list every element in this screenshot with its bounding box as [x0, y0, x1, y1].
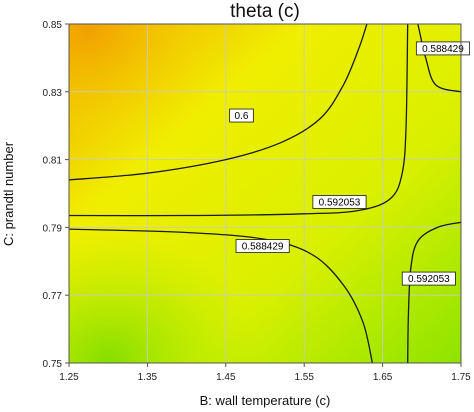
y-tick-label: 0.81 — [43, 156, 63, 167]
contour-line-4 — [407, 221, 461, 363]
contour-line-2 — [69, 228, 374, 363]
contour-line-1 — [69, 24, 409, 217]
x-tick-label: 1.65 — [373, 372, 393, 383]
contour-label-box — [312, 195, 367, 209]
x-tick-label: 1.35 — [138, 372, 158, 383]
contour-label-text: 0.6 — [235, 111, 249, 122]
y-tick-label: 0.83 — [43, 88, 63, 99]
x-tick-label: 1.25 — [59, 372, 79, 383]
contour-label-box — [401, 271, 456, 286]
y-tick-label: 0.85 — [43, 20, 63, 31]
contour-label-0: 0.6 — [229, 108, 254, 123]
grid-lines — [69, 24, 461, 363]
y-axis-title: C: prandtl number — [1, 141, 16, 246]
contour-label-box — [235, 239, 290, 253]
contour-labels: 0.6 0.592053 0.588429 0.588429 0.592053 — [229, 41, 470, 286]
x-tick-label: 1.45 — [216, 372, 236, 383]
x-tick-label: 1.55 — [294, 372, 314, 383]
contour-label-3: 0.588429 — [415, 41, 470, 56]
contour-label-box — [415, 41, 470, 56]
color-field-cool — [69, 24, 461, 363]
contour-label-text: 0.588429 — [422, 44, 464, 55]
y-tick-label: 0.77 — [43, 291, 63, 302]
x-tick-label: 1.75 — [451, 372, 471, 383]
contour-line-0 — [69, 24, 368, 181]
contour-label-2: 0.588429 — [235, 239, 290, 253]
chart-title: theta (c) — [230, 1, 300, 22]
contour-label-text: 0.592053 — [319, 198, 361, 209]
contour-label-text: 0.592053 — [408, 274, 450, 285]
plot-area: 0.6 0.592053 0.588429 0.588429 0.592053 — [68, 23, 470, 364]
plot-frame — [68, 23, 462, 364]
contour-lines — [69, 24, 461, 363]
x-axis-title: B: wall temperature (c) — [200, 393, 331, 408]
y-tick-label: 0.75 — [43, 359, 63, 370]
contour-line-3 — [417, 24, 461, 93]
y-axis: 0.75 0.77 0.79 0.81 0.83 0.85 — [43, 20, 69, 370]
contour-label-box — [229, 108, 254, 123]
contour-label-1: 0.592053 — [312, 195, 367, 209]
contour-label-text: 0.588429 — [242, 242, 284, 253]
contour-label-4: 0.592053 — [401, 271, 456, 286]
y-tick-label: 0.79 — [43, 223, 63, 234]
x-axis: 1.25 1.35 1.45 1.55 1.65 1.75 — [59, 363, 471, 383]
